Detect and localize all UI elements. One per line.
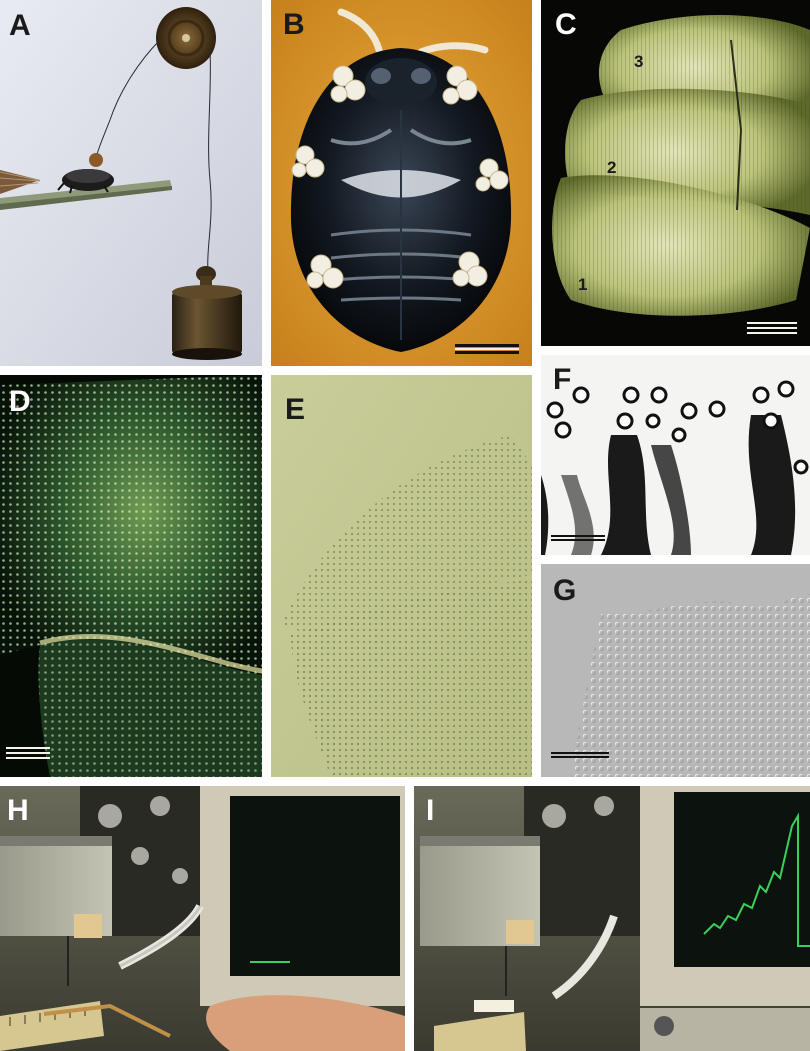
panel-h-label: H bbox=[7, 794, 29, 827]
segment-label-2: 2 bbox=[607, 158, 617, 177]
beetle bbox=[57, 153, 114, 194]
panel-a-photo bbox=[0, 0, 262, 366]
scale-bar-c bbox=[747, 322, 797, 334]
panel-d: D bbox=[0, 375, 262, 777]
panel-d-label: D bbox=[9, 385, 31, 418]
pulley bbox=[156, 7, 216, 69]
panel-c-photo bbox=[541, 0, 810, 346]
force-transducer-i bbox=[420, 836, 540, 996]
segment-label-3: 3 bbox=[634, 52, 644, 71]
beetle-body bbox=[290, 48, 512, 352]
scale-bar-g bbox=[551, 752, 609, 758]
brass-weight bbox=[172, 266, 242, 360]
panel-a-label: A bbox=[9, 9, 31, 42]
panel-g-photo bbox=[541, 564, 810, 777]
oscilloscope bbox=[200, 786, 405, 1006]
tarsal-pads bbox=[291, 65, 509, 289]
panel-g-label: G bbox=[553, 574, 577, 607]
panel-h-photo bbox=[0, 786, 405, 1051]
panel-e-photo bbox=[271, 375, 532, 777]
panel-b: B bbox=[271, 0, 532, 366]
segment-label-1: 1 bbox=[578, 275, 588, 294]
knobs-i bbox=[542, 796, 614, 828]
panel-e: E bbox=[271, 375, 532, 777]
panel-b-label: B bbox=[283, 8, 305, 41]
force-transducer bbox=[0, 836, 112, 986]
panel-c: C 3 2 1 bbox=[541, 0, 810, 346]
panel-i: I bbox=[414, 786, 810, 1051]
scale-bar-f bbox=[551, 535, 605, 541]
panel-i-label: I bbox=[426, 794, 435, 827]
panel-d-photo bbox=[0, 375, 262, 777]
panel-g: G bbox=[541, 564, 810, 777]
knobs bbox=[98, 796, 188, 884]
panel-i-photo bbox=[414, 786, 810, 1051]
ruler-strip bbox=[0, 180, 172, 210]
panel-f: F bbox=[541, 355, 810, 555]
seta-tips bbox=[546, 380, 809, 475]
scale-bar-b bbox=[455, 344, 519, 354]
panel-e-label: E bbox=[285, 393, 306, 426]
brush bbox=[0, 170, 41, 194]
tarsal-segments bbox=[552, 15, 810, 316]
panel-f-photo bbox=[541, 355, 810, 555]
panel-c-label: C bbox=[555, 8, 577, 41]
force-trace bbox=[703, 812, 810, 947]
panel-h: H bbox=[0, 786, 405, 1051]
setae bbox=[541, 415, 796, 555]
panel-a: A bbox=[0, 0, 262, 366]
panel-b-photo bbox=[271, 0, 532, 366]
panel-f-label: F bbox=[553, 363, 572, 396]
scale-bar-d bbox=[6, 747, 50, 759]
oscilloscope-i bbox=[640, 786, 810, 1051]
